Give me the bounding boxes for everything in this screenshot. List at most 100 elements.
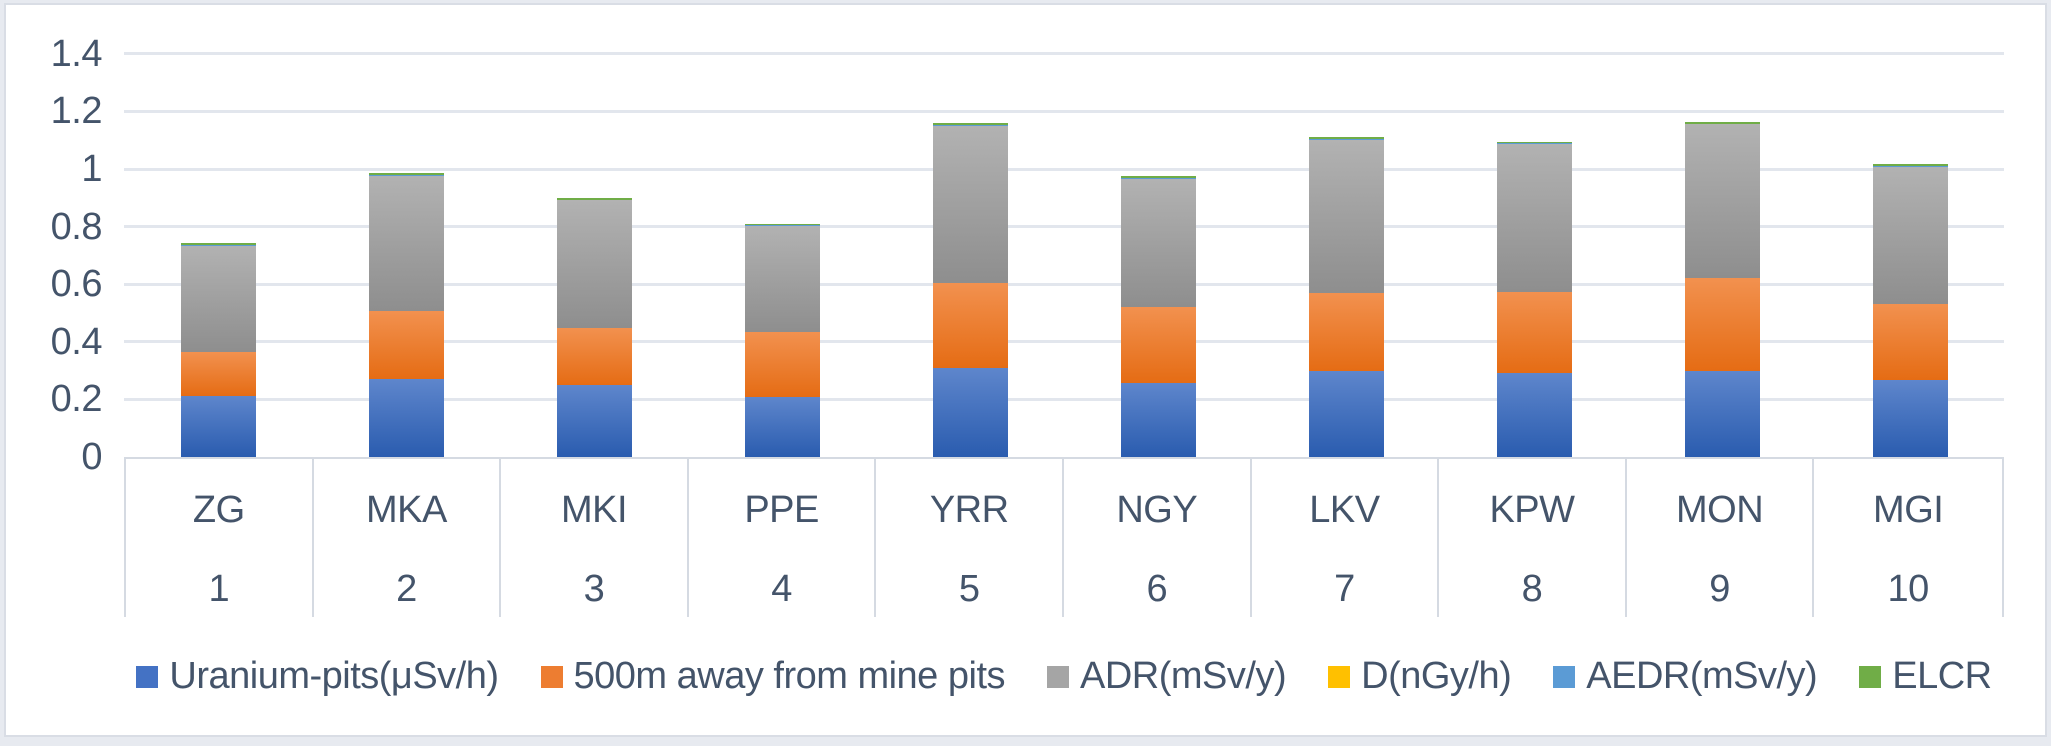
legend-item: Uranium-pits(μSv/h): [136, 655, 499, 698]
bar-segment: [368, 173, 444, 176]
legend-swatch-icon: [1553, 665, 1576, 688]
bar-segment: [1496, 143, 1572, 292]
y-axis-tick-label: 0.8: [50, 205, 103, 248]
bar-LKV: [1308, 137, 1384, 457]
bar-segment: [556, 200, 632, 329]
gridline: [124, 225, 2004, 229]
y-axis-tick-label: 0.4: [50, 320, 103, 363]
bar-segment: [1684, 277, 1760, 371]
y-axis-tick-label: 1: [81, 148, 102, 190]
legend-swatch-icon: [1047, 665, 1070, 688]
bar-segment: [1496, 291, 1572, 374]
category-number-label: 3: [583, 567, 605, 610]
y-axis-tick-label: 1.2: [50, 90, 103, 133]
y-axis-tick-label: 0: [81, 436, 102, 478]
legend-item: 500m away from mine pits: [540, 655, 1006, 698]
bar-segment: [368, 311, 444, 379]
category-label: LKV: [1309, 488, 1380, 531]
legend-swatch-icon: [540, 665, 563, 688]
gridline: [124, 340, 2004, 344]
bar-segment: [1496, 373, 1572, 457]
gridline: [124, 52, 2004, 56]
gridline: [124, 109, 2004, 113]
bar-segment: [1308, 292, 1384, 371]
category-cell: NGY 6: [1064, 459, 1252, 617]
bar-MON: [1684, 121, 1760, 457]
bar-segment: [1120, 176, 1196, 178]
bar-segment: [1496, 141, 1572, 144]
bar-MGI: [1872, 164, 1948, 457]
legend-label: ELCR: [1892, 655, 1992, 697]
legend-swatch-icon: [1859, 665, 1882, 688]
legend-item: AEDR(mSv/y): [1553, 655, 1818, 698]
bar-segment: [932, 123, 1008, 126]
bar-KPW: [1496, 141, 1572, 457]
category-cell: ZG 1: [126, 459, 314, 617]
category-number-label: 8: [1521, 567, 1543, 610]
bar-segment: [180, 245, 256, 353]
category-label: YRR: [929, 488, 1009, 531]
category-label: MGI: [1873, 488, 1944, 531]
category-cell: YRR 5: [876, 459, 1064, 617]
bar-segment: [744, 397, 820, 457]
category-label: MON: [1676, 488, 1764, 531]
bar-segment: [1684, 121, 1760, 124]
bar-segment: [1872, 379, 1948, 457]
bar-segment: [1872, 166, 1948, 305]
bar-segment: [368, 378, 444, 457]
category-number-label: 1: [208, 567, 230, 610]
legend-item: D(nGy/h): [1328, 655, 1512, 698]
legend-item: ELCR: [1859, 655, 1992, 698]
y-axis-tick-label: 0.6: [50, 263, 103, 306]
chart-legend: Uranium-pits(μSv/h) 500m away from mine p…: [66, 655, 2051, 698]
bar-ZG: [180, 243, 256, 457]
stacked-bar-chart: 0 0.2 0.4 0.6 0.8 1 1.2 1.4 ZG 1 MKA 2 MKI 3 PPE 4 YRR 5…: [4, 3, 2047, 737]
bar-MKA: [368, 173, 444, 457]
bar-segment: [1872, 304, 1948, 380]
bar-segment: [932, 282, 1008, 368]
category-cell: MKI 3: [501, 459, 689, 617]
legend-item: ADR(mSv/y): [1047, 655, 1287, 698]
category-cell: KPW 8: [1439, 459, 1627, 617]
legend-label: D(nGy/h): [1361, 655, 1512, 697]
category-cell: LKV 7: [1252, 459, 1440, 617]
category-label: NGY: [1116, 488, 1198, 531]
bar-segment: [556, 384, 632, 457]
bar-segment: [1120, 177, 1196, 180]
category-number-label: 9: [1709, 567, 1730, 610]
bar-segment: [744, 223, 820, 226]
bar-segment: [1120, 382, 1196, 457]
plot-area: 0 0.2 0.4 0.6 0.8 1 1.2 1.4: [6, 5, 2045, 735]
gridline: [124, 282, 2004, 286]
category-cell: MON 9: [1627, 459, 1815, 617]
bar-segment: [556, 197, 632, 200]
bar-segment: [556, 328, 632, 385]
bar-segment: [744, 226, 820, 332]
bar-segment: [1684, 124, 1760, 278]
legend-label: Uranium-pits(μSv/h): [169, 655, 499, 697]
category-label: KPW: [1489, 488, 1575, 531]
legend-label: AEDR(mSv/y): [1586, 655, 1818, 697]
bar-segment: [932, 367, 1008, 457]
bar-segment: [1308, 370, 1384, 457]
legend-label: 500m away from mine pits: [573, 655, 1006, 697]
legend-label: ADR(mSv/y): [1080, 655, 1287, 697]
bar-PPE: [744, 223, 820, 457]
bar-YRR: [932, 123, 1008, 457]
category-cell: MGI 10: [1814, 459, 2002, 617]
bar-segment: [368, 175, 444, 312]
bar-NGY: [1120, 176, 1196, 457]
bar-segment: [1120, 307, 1196, 383]
bar-segment: [744, 332, 820, 398]
category-number-label: 4: [771, 567, 792, 610]
bar-segment: [1872, 165, 1948, 167]
category-axis-table: ZG 1 MKA 2 MKI 3 PPE 4 YRR 5 NGY 6 LKV 7 KPW 8 MON 9 MGI 10: [124, 457, 2004, 617]
category-number-label: 10: [1887, 567, 1930, 610]
category-number-label: 2: [396, 567, 417, 610]
gridline: [124, 397, 2004, 401]
category-cell: PPE 4: [689, 459, 877, 617]
legend-swatch-icon: [136, 665, 159, 688]
bar-segment: [180, 243, 256, 246]
bar-segment: [180, 396, 256, 457]
